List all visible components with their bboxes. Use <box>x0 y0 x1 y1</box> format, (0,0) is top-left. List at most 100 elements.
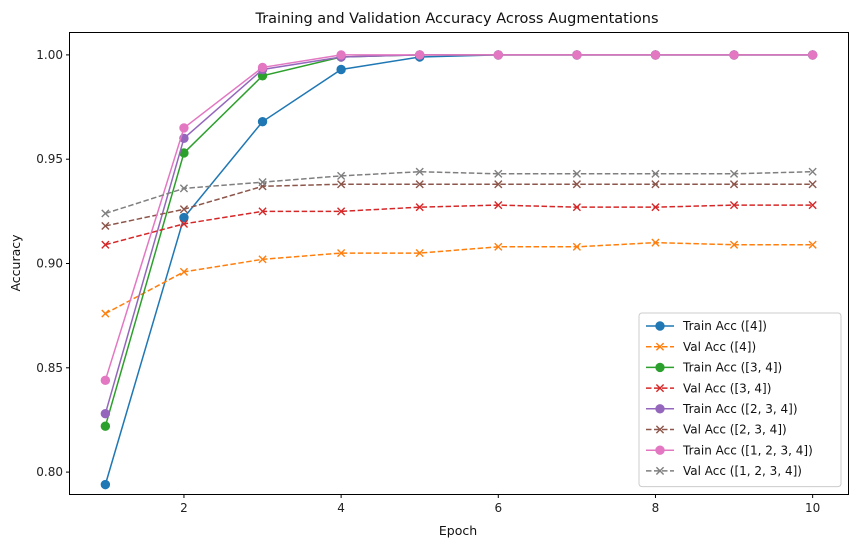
legend-label: Train Acc ([2, 3, 4]) <box>682 402 798 416</box>
legend-item: Train Acc ([2, 3, 4]) <box>646 402 798 416</box>
data-point <box>258 207 267 216</box>
legend-marker <box>655 466 665 475</box>
data-point <box>179 267 189 276</box>
series-7 <box>100 50 818 386</box>
plot-area <box>100 50 818 490</box>
series-6 <box>101 180 817 231</box>
legend-item: Val Acc ([4]) <box>646 340 756 354</box>
x-tick-label: 6 <box>494 501 502 515</box>
data-point <box>100 421 111 431</box>
legend-label: Train Acc ([4]) <box>682 319 767 333</box>
legend-marker <box>655 384 665 393</box>
data-point <box>415 248 424 258</box>
data-point <box>807 50 818 60</box>
data-point <box>179 205 189 214</box>
data-point <box>494 169 503 178</box>
y-tick-label: 0.90 <box>36 257 63 271</box>
data-point <box>415 50 425 60</box>
data-point <box>101 240 110 249</box>
data-point <box>729 240 739 249</box>
series-line <box>105 204 813 246</box>
series-line <box>105 241 813 315</box>
data-point <box>179 219 189 228</box>
legend-label: Val Acc ([2, 3, 4]) <box>683 423 787 437</box>
data-point <box>808 200 817 210</box>
y-tick-label: 1.00 <box>36 48 63 62</box>
x-tick-label: 10 <box>805 501 820 515</box>
data-point <box>572 180 581 189</box>
data-point <box>415 167 424 176</box>
data-point <box>101 221 110 231</box>
data-point <box>572 169 581 178</box>
x-axis-title: Epoch <box>439 523 477 538</box>
data-point <box>650 50 661 60</box>
data-point <box>808 180 817 189</box>
legend-label: Val Acc ([3, 4]) <box>683 381 771 395</box>
data-point <box>808 167 817 176</box>
data-point <box>179 123 189 133</box>
legend-marker <box>655 404 665 414</box>
data-point <box>179 212 189 223</box>
legend-marker <box>655 321 665 331</box>
y-axis: 0.80 0.85 0.90 0.95 1.00 <box>36 48 70 479</box>
data-point <box>651 169 660 178</box>
data-point <box>100 375 111 386</box>
data-point <box>257 62 268 73</box>
data-point <box>729 169 739 178</box>
y-tick-label: 0.95 <box>36 152 63 166</box>
legend-item: Train Acc ([4]) <box>646 319 767 333</box>
legend-label: Train Acc ([1, 2, 3, 4]) <box>682 443 813 457</box>
data-point <box>494 180 503 189</box>
x-tick-label: 4 <box>337 501 345 515</box>
data-point <box>415 180 424 189</box>
legend-label: Train Acc ([3, 4]) <box>682 361 782 375</box>
data-point <box>493 50 503 60</box>
series-8 <box>101 167 817 218</box>
x-tick-label: 2 <box>180 501 188 515</box>
legend-box <box>638 312 842 488</box>
data-point <box>651 203 660 212</box>
y-tick-label: 0.85 <box>36 361 63 375</box>
series-line <box>104 54 813 381</box>
data-point <box>337 207 346 216</box>
data-point <box>258 255 267 264</box>
data-point <box>179 184 189 193</box>
legend: Train Acc ([4]) Val Acc ([4]) Train Acc ([… <box>638 312 842 488</box>
data-point <box>101 209 110 218</box>
data-point <box>101 309 110 318</box>
data-point <box>729 180 739 189</box>
legend-marker <box>655 342 665 351</box>
y-tick-label: 0.80 <box>36 465 63 479</box>
data-point <box>337 180 346 189</box>
data-point <box>100 479 111 490</box>
data-point <box>572 50 582 60</box>
data-point <box>257 116 268 127</box>
legend-marker <box>655 445 665 455</box>
data-point <box>651 238 660 247</box>
legend-item: Val Acc ([2, 3, 4]) <box>646 423 787 437</box>
legend-item: Train Acc ([3, 4]) <box>646 361 782 375</box>
data-point <box>100 408 111 419</box>
series-2 <box>101 238 817 318</box>
data-point <box>337 171 346 180</box>
y-axis-title: Accuracy <box>8 234 23 292</box>
series-line <box>105 170 813 215</box>
legend-marker <box>655 425 665 434</box>
legend-label: Val Acc ([1, 2, 3, 4]) <box>683 464 802 478</box>
chart-title: Training and Validation Accuracy Across … <box>254 11 658 27</box>
data-point <box>808 240 817 249</box>
data-point <box>572 242 581 251</box>
data-point <box>336 50 346 60</box>
data-point <box>258 178 267 187</box>
x-tick-label: 8 <box>652 501 660 515</box>
legend-item: Val Acc ([1, 2, 3, 4]) <box>646 464 802 478</box>
data-point <box>729 50 739 60</box>
data-point <box>729 200 739 210</box>
data-point <box>336 64 346 75</box>
legend-item: Val Acc ([3, 4]) <box>646 381 771 395</box>
x-axis: 2 4 6 8 10 <box>180 494 820 515</box>
data-point <box>494 242 503 251</box>
series-4 <box>101 200 817 249</box>
data-point <box>337 248 346 258</box>
legend-item: Train Acc ([1, 2, 3, 4]) <box>646 443 813 457</box>
